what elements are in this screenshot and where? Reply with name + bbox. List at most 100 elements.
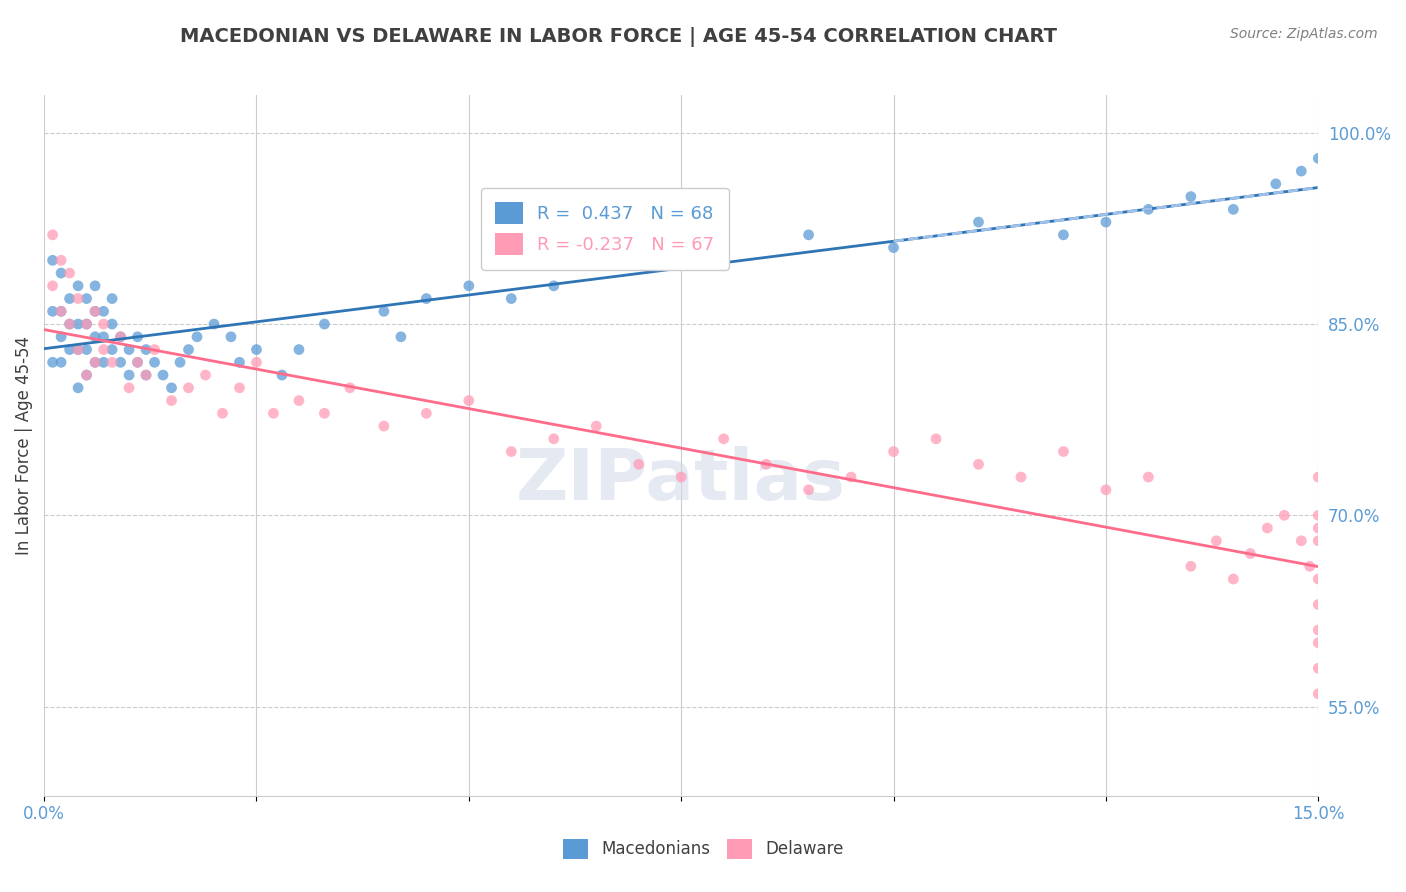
Point	[84, 330, 107, 344]
Point	[373, 304, 395, 318]
Point	[194, 368, 217, 382]
Point	[177, 343, 200, 357]
Point	[127, 330, 149, 344]
Point	[1308, 661, 1330, 675]
Point	[245, 343, 267, 357]
Point	[76, 368, 98, 382]
Point	[160, 381, 183, 395]
Point	[1291, 533, 1313, 548]
Point	[76, 292, 98, 306]
Point	[262, 406, 284, 420]
Point	[93, 330, 115, 344]
Point	[1308, 687, 1330, 701]
Point	[288, 393, 311, 408]
Point	[202, 317, 225, 331]
Point	[1291, 164, 1313, 178]
Point	[160, 393, 183, 408]
Point	[1308, 470, 1330, 484]
Point	[713, 241, 735, 255]
Point	[84, 304, 107, 318]
Point	[314, 406, 336, 420]
Point	[84, 355, 107, 369]
Point	[84, 355, 107, 369]
Point	[1010, 470, 1032, 484]
Point	[1205, 533, 1227, 548]
Point	[93, 343, 115, 357]
Point	[110, 355, 132, 369]
Legend: R =  0.437   N = 68, R = -0.237   N = 67: R = 0.437 N = 68, R = -0.237 N = 67	[481, 188, 728, 269]
Point	[93, 355, 115, 369]
Point	[228, 355, 250, 369]
Point	[314, 317, 336, 331]
Point	[49, 330, 72, 344]
Point	[76, 368, 98, 382]
Point	[415, 292, 437, 306]
Point	[1308, 598, 1330, 612]
Point	[101, 343, 124, 357]
Point	[58, 292, 80, 306]
Point	[49, 304, 72, 318]
Point	[101, 292, 124, 306]
Point	[585, 419, 607, 434]
Point	[1222, 202, 1244, 217]
Point	[186, 330, 208, 344]
Point	[152, 368, 174, 382]
Text: MACEDONIAN VS DELAWARE IN LABOR FORCE | AGE 45-54 CORRELATION CHART: MACEDONIAN VS DELAWARE IN LABOR FORCE | …	[180, 27, 1057, 46]
Point	[967, 458, 990, 472]
Point	[501, 444, 523, 458]
Legend: Macedonians, Delaware: Macedonians, Delaware	[555, 832, 851, 866]
Point	[169, 355, 191, 369]
Point	[49, 253, 72, 268]
Point	[110, 330, 132, 344]
Point	[271, 368, 294, 382]
Point	[627, 458, 650, 472]
Point	[1180, 559, 1202, 574]
Point	[135, 343, 157, 357]
Y-axis label: In Labor Force | Age 45-54: In Labor Force | Age 45-54	[15, 335, 32, 555]
Point	[797, 227, 820, 242]
Point	[543, 432, 565, 446]
Point	[373, 419, 395, 434]
Point	[713, 432, 735, 446]
Point	[1222, 572, 1244, 586]
Point	[101, 317, 124, 331]
Point	[389, 330, 412, 344]
Point	[41, 355, 63, 369]
Point	[110, 330, 132, 344]
Point	[543, 278, 565, 293]
Point	[755, 458, 778, 472]
Point	[49, 304, 72, 318]
Point	[67, 317, 90, 331]
Point	[1264, 177, 1286, 191]
Point	[118, 368, 141, 382]
Point	[627, 253, 650, 268]
Point	[76, 317, 98, 331]
Point	[84, 304, 107, 318]
Point	[501, 292, 523, 306]
Point	[883, 241, 905, 255]
Point	[457, 393, 479, 408]
Point	[219, 330, 242, 344]
Point	[797, 483, 820, 497]
Point	[41, 278, 63, 293]
Point	[41, 227, 63, 242]
Point	[58, 317, 80, 331]
Point	[58, 343, 80, 357]
Point	[41, 253, 63, 268]
Text: ZIPatlas: ZIPatlas	[516, 446, 846, 515]
Point	[1180, 189, 1202, 203]
Point	[67, 278, 90, 293]
Point	[839, 470, 862, 484]
Point	[1308, 521, 1330, 535]
Point	[1308, 623, 1330, 637]
Point	[211, 406, 233, 420]
Point	[925, 432, 948, 446]
Point	[127, 355, 149, 369]
Point	[118, 381, 141, 395]
Point	[67, 343, 90, 357]
Point	[339, 381, 361, 395]
Point	[177, 381, 200, 395]
Point	[127, 355, 149, 369]
Point	[135, 368, 157, 382]
Point	[1137, 202, 1160, 217]
